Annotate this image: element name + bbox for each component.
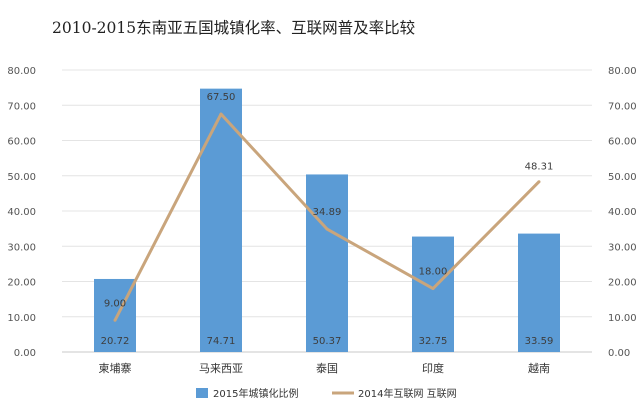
- x-category-label: 泰国: [316, 361, 338, 375]
- bar-data-label: 20.72: [101, 336, 130, 347]
- y-tick-label-right: 0.00: [608, 348, 630, 359]
- y-tick-label-right: 10.00: [608, 313, 637, 324]
- y-tick-label-left: 0.00: [14, 348, 36, 359]
- x-category-label: 越南: [528, 361, 550, 375]
- legend-label-bar: 2015年城镇化比例: [213, 387, 298, 400]
- line-data-label: 9.00: [104, 298, 126, 309]
- legend: 2015年城镇化比例 2014年互联网 互联网: [196, 387, 457, 400]
- y-tick-label-right: 40.00: [608, 207, 637, 218]
- line-data-label: 48.31: [525, 162, 554, 173]
- x-category-label: 印度: [422, 361, 444, 375]
- x-category-label: 柬埔寨: [99, 361, 132, 375]
- y-axis-left: 80.00 70.00 60.00 50.00 40.00 30.00 20.00 10.00…: [7, 66, 36, 359]
- legend-label-line: 2014年互联网 互联网: [358, 387, 457, 400]
- y-axis-right: 80.00 70.00 60.00 50.00 40.00 30.00 20.00 10.00…: [608, 66, 637, 359]
- y-tick-label-left: 30.00: [7, 242, 36, 253]
- x-category-label: 马来西亚: [199, 362, 243, 375]
- y-tick-label-left: 10.00: [7, 313, 36, 324]
- line-series: [113, 112, 541, 322]
- y-tick-label-left: 70.00: [7, 101, 36, 112]
- bar: [200, 88, 242, 352]
- line-data-labels: 9.00 67.50 34.89 18.00 48.31: [104, 92, 553, 309]
- bar-data-label: 50.37: [313, 336, 342, 347]
- chart-title: 2010-2015东南亚五国城镇化率、互联网普及率比较: [52, 19, 415, 37]
- line-point: [537, 180, 541, 184]
- line-point: [113, 318, 117, 322]
- bar: [518, 233, 560, 352]
- y-tick-label-left: 50.00: [7, 172, 36, 183]
- line-data-label: 18.00: [419, 267, 448, 278]
- y-tick-label-left: 60.00: [7, 137, 36, 148]
- bar-series: [94, 88, 560, 352]
- y-tick-label-right: 20.00: [608, 278, 637, 289]
- legend-swatch-bar: [196, 388, 208, 398]
- bar-data-labels: 20.72 74.71 50.37 32.75 33.59: [101, 336, 554, 347]
- y-tick-label-left: 80.00: [7, 66, 36, 77]
- y-tick-label-left: 20.00: [7, 278, 36, 289]
- y-tick-label-right: 30.00: [608, 242, 637, 253]
- line-data-label: 67.50: [207, 92, 236, 103]
- y-tick-label-right: 50.00: [608, 172, 637, 183]
- line-point: [431, 287, 435, 291]
- bar: [306, 174, 348, 352]
- y-tick-label-right: 60.00: [608, 137, 637, 148]
- bar-data-label: 32.75: [419, 336, 448, 347]
- line-point: [325, 227, 329, 231]
- y-tick-label-left: 40.00: [7, 207, 36, 218]
- line-point: [219, 112, 223, 116]
- bar-data-label: 33.59: [525, 336, 554, 347]
- line-data-label: 34.89: [313, 207, 342, 218]
- x-axis: 柬埔寨 马来西亚 泰国 印度 越南: [99, 361, 551, 375]
- bar-data-label: 74.71: [207, 336, 236, 347]
- y-tick-label-right: 80.00: [608, 66, 637, 77]
- y-tick-label-right: 70.00: [608, 101, 637, 112]
- bar: [412, 236, 454, 352]
